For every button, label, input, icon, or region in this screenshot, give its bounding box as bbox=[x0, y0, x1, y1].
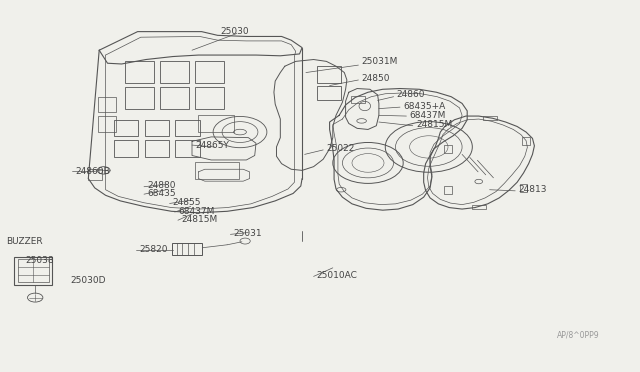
Text: 25031: 25031 bbox=[234, 229, 262, 238]
Text: 24813: 24813 bbox=[518, 185, 547, 194]
Text: 24860B: 24860B bbox=[76, 167, 110, 176]
Bar bbox=[483, 116, 497, 120]
Bar bbox=[472, 205, 486, 209]
Bar bbox=[317, 66, 341, 83]
Text: 68435+A: 68435+A bbox=[403, 102, 445, 110]
Bar bbox=[14, 257, 52, 285]
Text: 24865Y: 24865Y bbox=[195, 141, 229, 150]
Bar bbox=[195, 87, 224, 109]
Bar bbox=[444, 145, 452, 153]
Bar bbox=[175, 140, 200, 157]
Bar bbox=[98, 116, 116, 132]
Text: 24860: 24860 bbox=[397, 90, 426, 99]
Text: BUZZER: BUZZER bbox=[6, 237, 43, 246]
Bar bbox=[145, 140, 169, 157]
Bar bbox=[125, 61, 154, 83]
Text: 25010AC: 25010AC bbox=[317, 271, 358, 280]
Text: 24815M: 24815M bbox=[416, 120, 452, 129]
Bar bbox=[145, 120, 169, 136]
Text: 25038: 25038 bbox=[26, 256, 54, 265]
Bar bbox=[520, 184, 527, 192]
Bar bbox=[160, 61, 189, 83]
Bar bbox=[317, 86, 341, 100]
Text: 25030: 25030 bbox=[221, 27, 250, 36]
Text: 68437M: 68437M bbox=[410, 111, 446, 120]
Text: 24815M: 24815M bbox=[181, 215, 218, 224]
Text: 25030D: 25030D bbox=[70, 276, 106, 285]
Bar bbox=[351, 96, 365, 103]
Bar bbox=[444, 186, 452, 194]
Bar bbox=[522, 137, 530, 145]
Bar bbox=[160, 87, 189, 109]
Text: 68435: 68435 bbox=[147, 189, 176, 198]
Text: 68437M: 68437M bbox=[178, 207, 214, 216]
Bar bbox=[125, 87, 154, 109]
Bar bbox=[114, 120, 138, 136]
Bar bbox=[175, 120, 200, 136]
Bar bbox=[114, 140, 138, 157]
Bar bbox=[88, 169, 102, 180]
Text: 25820: 25820 bbox=[140, 245, 168, 254]
Bar bbox=[18, 259, 49, 282]
Text: 24850: 24850 bbox=[362, 74, 390, 83]
Bar bbox=[195, 61, 224, 83]
Text: 25031M: 25031M bbox=[362, 57, 398, 66]
Text: 25022: 25022 bbox=[326, 144, 355, 153]
Text: AP/8^0PP9: AP/8^0PP9 bbox=[557, 330, 600, 339]
Bar bbox=[198, 115, 234, 132]
Bar bbox=[172, 243, 202, 255]
Bar bbox=[195, 162, 239, 179]
Text: 24880: 24880 bbox=[147, 182, 176, 190]
Text: 24855: 24855 bbox=[173, 198, 202, 207]
Bar bbox=[98, 97, 116, 112]
